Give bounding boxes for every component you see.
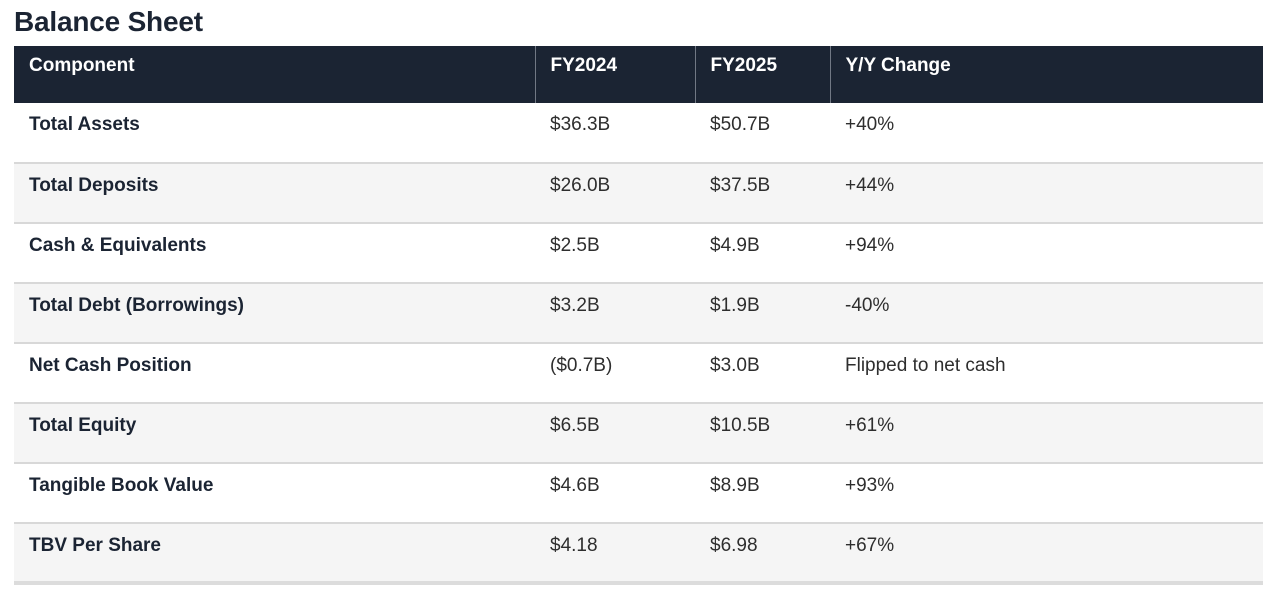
cell-fy2025: $4.9B — [695, 222, 830, 283]
cell-fy2025: $6.98 — [695, 522, 830, 583]
cell-fy2024: $3.2B — [535, 282, 695, 343]
cell-component: TBV Per Share — [14, 522, 535, 583]
cell-component: Total Debt (Borrowings) — [14, 282, 535, 343]
cell-component: Total Deposits — [14, 162, 535, 223]
table-row: Total Debt (Borrowings) $3.2B $1.9B -40% — [14, 282, 1263, 343]
cell-fy2024: $26.0B — [535, 162, 695, 223]
cell-change: +93% — [830, 462, 1263, 523]
page-title: Balance Sheet — [14, 6, 203, 37]
table-row: Total Assets $36.3B $50.7B +40% — [14, 103, 1263, 163]
cell-fy2025: $3.0B — [695, 342, 830, 403]
cell-component: Total Equity — [14, 402, 535, 463]
cell-fy2024: $4.18 — [535, 522, 695, 583]
table-body: Total Assets $36.3B $50.7B +40% Total De… — [14, 103, 1263, 583]
cell-change: +61% — [830, 402, 1263, 463]
cell-fy2025: $1.9B — [695, 282, 830, 343]
cell-component: Cash & Equivalents — [14, 222, 535, 283]
cell-fy2024: $2.5B — [535, 222, 695, 283]
table-header: Component FY2024 FY2025 Y/Y Change — [14, 46, 1263, 103]
cell-fy2025: $10.5B — [695, 402, 830, 463]
table-header-row: Component FY2024 FY2025 Y/Y Change — [14, 46, 1263, 103]
cell-fy2024: $6.5B — [535, 402, 695, 463]
table-row: Net Cash Position ($0.7B) $3.0B Flipped … — [14, 342, 1263, 403]
cell-change: +67% — [830, 522, 1263, 583]
cell-component: Net Cash Position — [14, 342, 535, 403]
cell-change: +40% — [830, 103, 1263, 163]
cell-fy2024: $4.6B — [535, 462, 695, 523]
column-header-fy2024: FY2024 — [534, 46, 695, 103]
cell-change: -40% — [830, 282, 1263, 343]
table-row: TBV Per Share $4.18 $6.98 +67% — [14, 522, 1263, 583]
cell-fy2024: $36.3B — [535, 103, 695, 163]
balance-sheet-table: Component FY2024 FY2025 Y/Y Change Total… — [14, 46, 1263, 585]
cell-change: Flipped to net cash — [830, 342, 1263, 403]
table-row: Total Deposits $26.0B $37.5B +44% — [14, 162, 1263, 223]
cell-fy2025: $37.5B — [695, 162, 830, 223]
cell-change: +94% — [830, 222, 1263, 283]
column-header-change: Y/Y Change — [829, 46, 1263, 103]
cell-fy2024: ($0.7B) — [535, 342, 695, 403]
cell-change: +44% — [830, 162, 1263, 223]
cell-component: Tangible Book Value — [14, 462, 535, 523]
table-row: Tangible Book Value $4.6B $8.9B +93% — [14, 462, 1263, 523]
cell-component: Total Assets — [14, 103, 535, 163]
cell-fy2025: $8.9B — [695, 462, 830, 523]
table-row: Cash & Equivalents $2.5B $4.9B +94% — [14, 222, 1263, 283]
column-header-fy2025: FY2025 — [694, 46, 830, 103]
cell-fy2025: $50.7B — [695, 103, 830, 163]
column-header-component: Component — [14, 46, 535, 103]
table-row: Total Equity $6.5B $10.5B +61% — [14, 402, 1263, 463]
